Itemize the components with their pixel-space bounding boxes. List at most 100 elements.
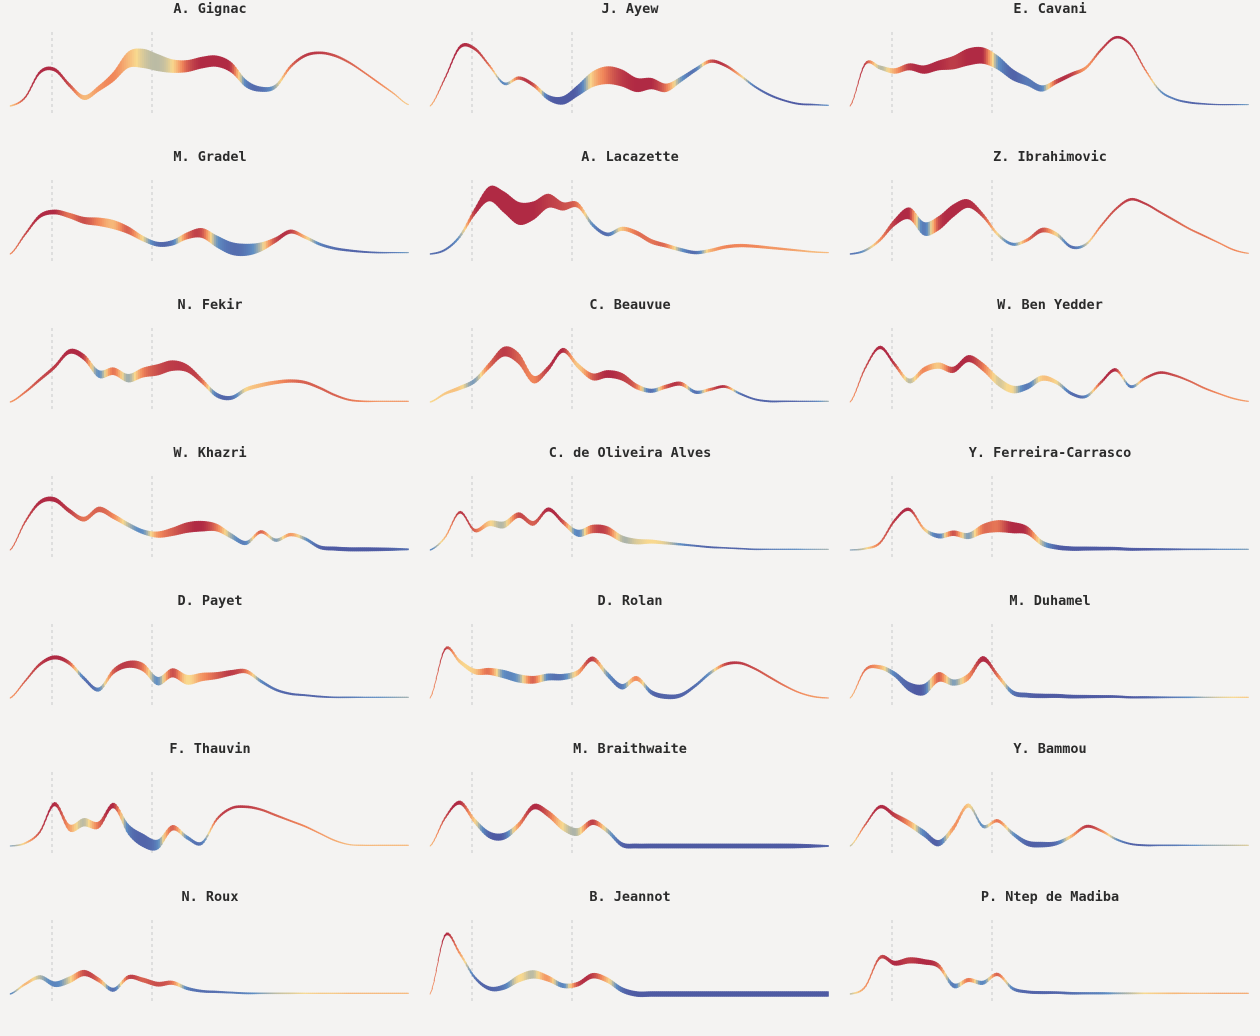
stream-segment bbox=[405, 992, 409, 994]
stream-band bbox=[849, 507, 1249, 551]
chart-title: D. Payet bbox=[177, 593, 243, 609]
stream-segment bbox=[405, 548, 409, 551]
chart-panel-m-braithwaite: M. Braithwaite bbox=[420, 740, 840, 888]
stream-segment bbox=[825, 104, 829, 106]
stream-segment bbox=[1245, 104, 1249, 106]
stream-band bbox=[429, 185, 829, 255]
stream-segment bbox=[431, 685, 435, 695]
stream-band bbox=[9, 801, 409, 851]
stream-segment bbox=[439, 653, 443, 663]
stream-segment bbox=[1245, 548, 1249, 550]
chart-title: Y. Bammou bbox=[1013, 741, 1087, 757]
stream-segment bbox=[855, 383, 859, 391]
stream-chart bbox=[9, 624, 409, 706]
chart-title: N. Fekir bbox=[177, 297, 243, 313]
chart-title: E. Cavani bbox=[1013, 1, 1087, 17]
stream-chart bbox=[9, 32, 409, 114]
stream-segment bbox=[429, 987, 433, 995]
stream-segment bbox=[405, 400, 409, 402]
chart-title: C. Beauvue bbox=[589, 297, 671, 313]
stream-band bbox=[849, 345, 1249, 404]
chart-panel-a-gignac: A. Gignac bbox=[0, 0, 420, 148]
stream-band bbox=[429, 646, 829, 700]
stream-band bbox=[849, 656, 1249, 700]
stream-segment bbox=[853, 88, 857, 98]
stream-segment bbox=[855, 81, 859, 91]
stream-segment bbox=[437, 949, 441, 962]
chart-panel-f-thauvin: F. Thauvin bbox=[0, 740, 420, 888]
chart-title: B. Jeannot bbox=[589, 889, 671, 905]
stream-chart bbox=[429, 772, 829, 854]
stream-band bbox=[9, 655, 409, 699]
chart-panel-b-jeannot: B. Jeannot bbox=[420, 888, 840, 1036]
stream-segment bbox=[1245, 252, 1249, 254]
stream-band bbox=[9, 348, 409, 403]
stream-segment bbox=[825, 548, 829, 550]
stream-segment bbox=[849, 100, 853, 108]
chart-title: M. Duhamel bbox=[1009, 593, 1091, 609]
stream-band bbox=[849, 197, 1249, 255]
stream-chart bbox=[849, 328, 1249, 410]
stream-band bbox=[849, 35, 1249, 108]
stream-segment bbox=[1245, 844, 1249, 846]
stream-chart bbox=[9, 180, 409, 262]
stream-segment bbox=[1245, 696, 1249, 698]
stream-band bbox=[849, 954, 1249, 995]
stream-chart bbox=[9, 772, 409, 854]
chart-title: Z. Ibrahimovic bbox=[993, 149, 1107, 165]
stream-chart bbox=[429, 328, 829, 410]
stream-band bbox=[9, 209, 409, 257]
chart-panel-e-cavani: E. Cavani bbox=[840, 0, 1260, 148]
stream-segment bbox=[439, 941, 443, 952]
stream-chart bbox=[429, 180, 829, 262]
stream-band bbox=[9, 48, 409, 107]
chart-panel-n-roux: N. Roux bbox=[0, 888, 420, 1036]
chart-panel-m-duhamel: M. Duhamel bbox=[840, 592, 1260, 740]
chart-title: P. Ntep de Madiba bbox=[980, 889, 1120, 905]
chart-panel-y-bammou: Y. Bammou bbox=[840, 740, 1260, 888]
stream-chart bbox=[429, 476, 829, 558]
stream-chart bbox=[849, 476, 1249, 558]
chart-title: Y. Ferreira-Carrasco bbox=[968, 445, 1132, 461]
stream-band bbox=[9, 969, 409, 995]
chart-title: M. Gradel bbox=[173, 149, 247, 165]
stream-segment bbox=[405, 252, 409, 254]
stream-band bbox=[9, 496, 409, 552]
chart-panel-z-ibrahimovic: Z. Ibrahimovic bbox=[840, 148, 1260, 296]
stream-segment bbox=[431, 979, 435, 990]
chart-title: A. Gignac bbox=[173, 1, 247, 17]
chart-title: F. Thauvin bbox=[169, 741, 251, 757]
stream-band bbox=[849, 803, 1249, 848]
stream-chart bbox=[9, 476, 409, 558]
stream-chart bbox=[849, 920, 1249, 1002]
stream-chart bbox=[849, 624, 1249, 706]
stream-band bbox=[429, 507, 829, 551]
chart-title: C. de Oliveira Alves bbox=[548, 445, 712, 461]
stream-band bbox=[429, 346, 829, 403]
stream-segment bbox=[435, 669, 439, 680]
chart-panel-p-ntep-de-madiba: P. Ntep de Madiba bbox=[840, 888, 1260, 1036]
chart-panel-d-rolan: D. Rolan bbox=[420, 592, 840, 740]
stream-segment bbox=[405, 102, 409, 106]
chart-panel-w-ben-yedder: W. Ben Yedder bbox=[840, 296, 1260, 444]
chart-title: J. Ayew bbox=[601, 1, 659, 17]
stream-segment bbox=[825, 251, 829, 254]
stream-segment bbox=[857, 74, 861, 84]
chart-title: W. Khazri bbox=[173, 445, 247, 461]
stream-chart bbox=[429, 624, 829, 706]
stream-band bbox=[429, 800, 829, 849]
stream-chart bbox=[849, 772, 1249, 854]
stream-segment bbox=[405, 844, 409, 846]
stream-band bbox=[429, 932, 829, 998]
chart-panel-d-payet: D. Payet bbox=[0, 592, 420, 740]
chart-title: W. Ben Yedder bbox=[997, 297, 1103, 313]
stream-segment bbox=[853, 389, 857, 396]
stream-segment bbox=[433, 969, 437, 981]
stream-segment bbox=[405, 696, 409, 698]
stream-segment bbox=[825, 400, 829, 402]
stream-chart bbox=[429, 920, 829, 1002]
stream-segment bbox=[825, 697, 829, 699]
chart-title: D. Rolan bbox=[597, 593, 663, 609]
stream-band bbox=[429, 43, 829, 107]
